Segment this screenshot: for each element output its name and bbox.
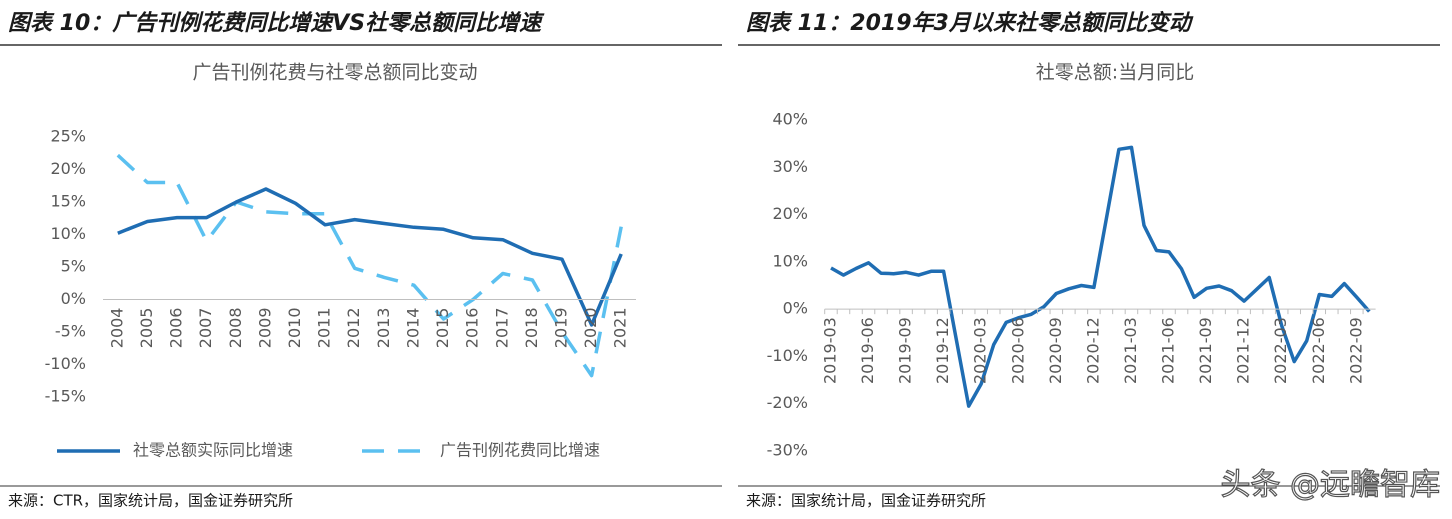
y-tick-label: -10%: [45, 354, 86, 373]
x-tick-label: 2015: [433, 308, 452, 349]
y-tick-label: 20%: [772, 204, 808, 223]
x-tick-label: 2010: [285, 308, 304, 349]
y-tick-label: 0%: [783, 299, 808, 318]
x-tick-label: 2005: [137, 308, 156, 349]
y-tick-label: -10%: [767, 346, 808, 365]
x-tick-label: 2014: [403, 308, 422, 349]
x-tick-label: 2022-06: [1309, 317, 1328, 384]
x-tick-label: 2019-03: [820, 317, 839, 384]
x-tick-label: 2006: [167, 308, 186, 349]
x-tick-label: 2020-12: [1083, 317, 1102, 384]
x-tick-label: 2007: [196, 308, 215, 349]
y-tick-label: 25%: [50, 127, 86, 146]
x-tick-label: 2011: [315, 308, 334, 349]
x-tick-label: 2019-06: [858, 317, 877, 384]
x-tick-label: 2016: [463, 308, 482, 349]
y-tick-label: 5%: [61, 257, 86, 276]
legend-label: 社零总额实际同比增速: [133, 441, 293, 460]
x-tick-label: 2009: [255, 308, 274, 349]
x-tick-label: 2020: [581, 308, 600, 349]
x-tick-label: 2021-03: [1121, 317, 1140, 384]
x-tick-label: 2021-06: [1159, 317, 1178, 384]
x-tick-label: 2020-06: [1008, 317, 1027, 384]
y-tick-label: 40%: [772, 110, 808, 129]
x-tick-label: 2004: [107, 308, 126, 349]
chart-title: 广告刊例花费与社零总额同比变动: [192, 62, 477, 84]
source: 来源：国家统计局，国金证券研究所: [746, 492, 986, 510]
x-tick-label: 2013: [374, 308, 393, 349]
source: 来源：CTR，国家统计局，国金证券研究所: [8, 492, 293, 510]
x-tick-label: 2020-09: [1046, 317, 1065, 384]
y-tick-label: 10%: [772, 251, 808, 270]
x-tick-label: 2019: [551, 308, 570, 349]
x-tick-label: 2012: [344, 308, 363, 349]
x-tick-label: 2008: [226, 308, 245, 349]
y-tick-label: -20%: [767, 393, 808, 412]
y-tick-label: -30%: [767, 441, 808, 460]
y-tick-label: 0%: [61, 289, 86, 308]
series-line: [116, 153, 623, 378]
chart-title: 社零总额:当月同比: [1036, 62, 1194, 84]
x-tick-label: 2020-03: [971, 317, 990, 384]
y-tick-label: -15%: [45, 387, 86, 406]
x-tick-label: 2021-09: [1196, 317, 1215, 384]
figure-title: 图表 10：广告刊例花费同比增速VS社零总额同比增速: [8, 10, 545, 36]
watermark: 头条 @远瞻智库: [1220, 468, 1440, 503]
x-tick-label: 2021: [611, 308, 630, 349]
x-tick-label: 2022-03: [1271, 317, 1290, 384]
x-tick-label: 2019-09: [896, 317, 915, 384]
y-tick-label: -5%: [55, 322, 86, 341]
figure-title: 图表 11：2019年3月以来社零总额同比变动: [746, 10, 1194, 36]
x-tick-label: 2022-09: [1346, 317, 1365, 384]
y-tick-label: 30%: [772, 157, 808, 176]
series-line: [830, 145, 1371, 408]
x-tick-label: 2021-12: [1234, 317, 1253, 384]
x-tick-label: 2018: [522, 308, 541, 349]
x-tick-label: 2019-12: [933, 317, 952, 384]
y-tick-label: 15%: [50, 192, 86, 211]
x-tick-label: 2017: [492, 308, 511, 349]
y-tick-label: 20%: [50, 159, 86, 178]
y-tick-label: 10%: [50, 224, 86, 243]
series-line: [117, 187, 623, 327]
legend-label: 广告刊例花费同比增速: [440, 441, 600, 460]
